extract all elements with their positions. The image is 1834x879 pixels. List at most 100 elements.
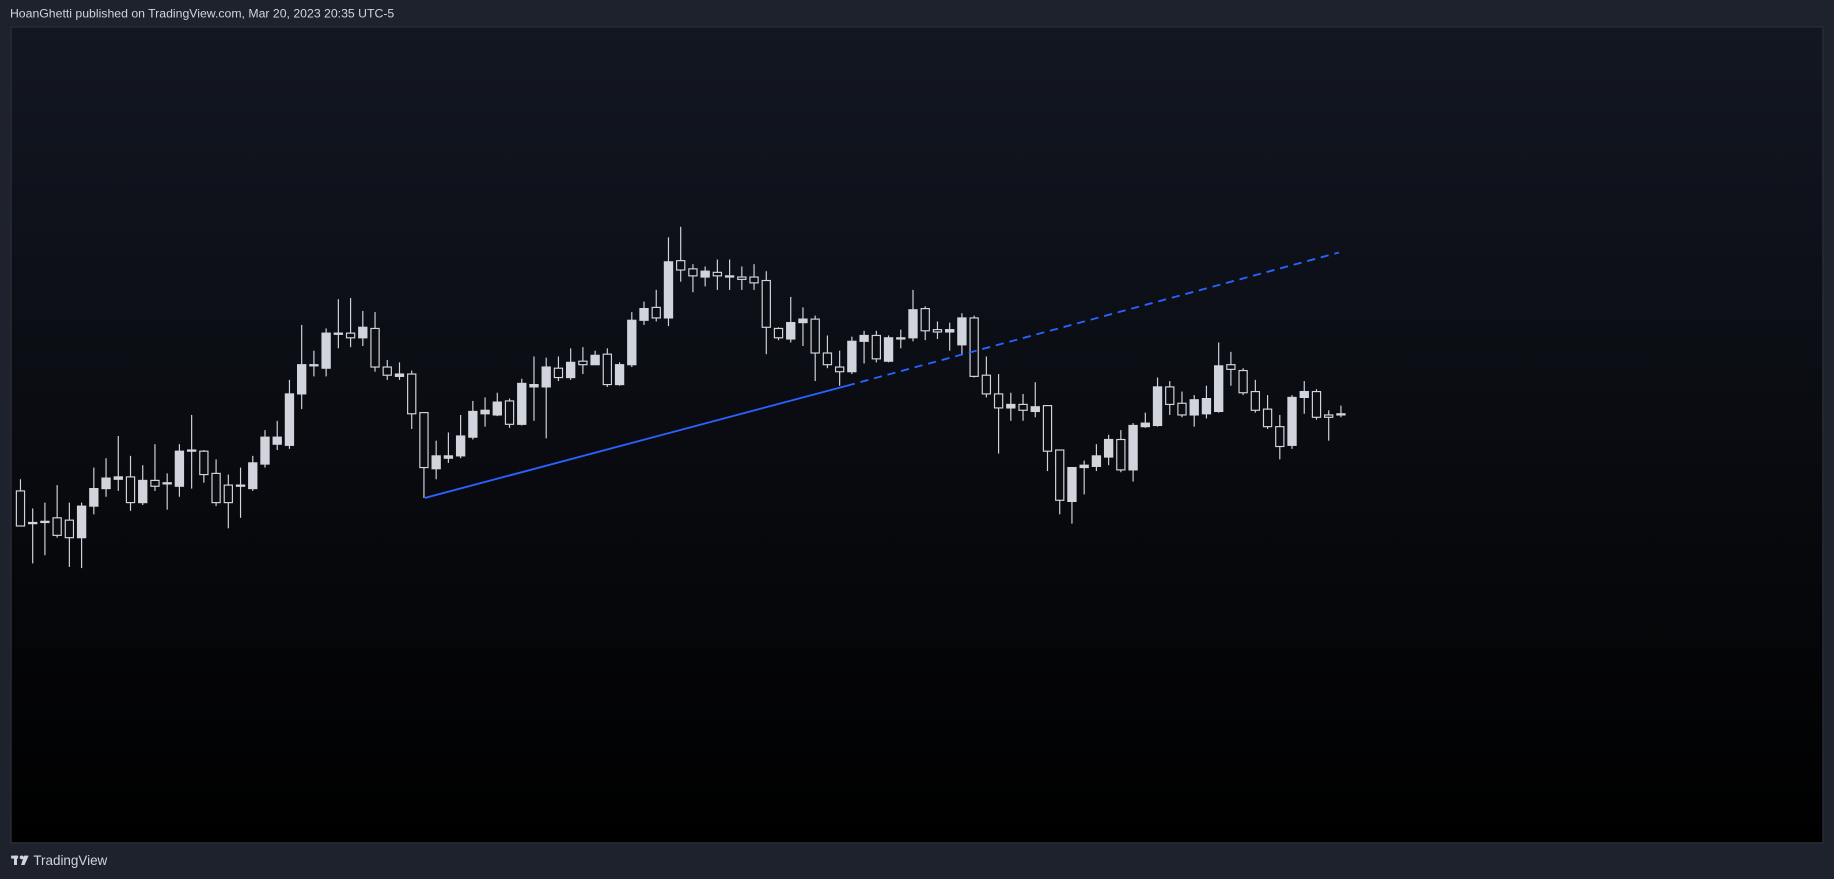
candle-body: [553, 367, 564, 379]
candle-body: [260, 436, 270, 465]
candle-body: [382, 366, 392, 376]
candle-body: [1189, 399, 1199, 416]
candle-body: [883, 337, 894, 362]
candle-body: [1299, 390, 1309, 399]
candle-body: [272, 436, 282, 445]
candle-body: [920, 308, 930, 332]
candle-body: [565, 361, 576, 379]
candles: [15, 226, 1346, 569]
candle-body: [651, 306, 661, 319]
candle-body: [1165, 386, 1175, 406]
candle-body: [663, 261, 674, 319]
candle-body: [749, 276, 759, 284]
candle-body: [101, 477, 111, 490]
candle-body: [1275, 426, 1285, 448]
candle-body: [113, 476, 123, 480]
candle-body: [1226, 364, 1236, 370]
candle-body: [443, 455, 454, 459]
candle-body: [394, 373, 405, 377]
candle-body: [859, 334, 869, 342]
candle-body: [321, 332, 331, 369]
candle-body: [993, 393, 1004, 409]
candle-body: [786, 322, 796, 340]
candle-body: [1311, 390, 1322, 418]
candle-body: [1152, 386, 1163, 427]
candle-body: [407, 373, 417, 415]
candle-body: [529, 383, 539, 388]
candle-body: [1067, 466, 1077, 503]
candle-body: [186, 449, 197, 452]
candle-body: [724, 275, 735, 278]
candle-body: [1140, 422, 1150, 428]
candle-body: [150, 479, 160, 487]
candle-body: [480, 409, 490, 415]
candle-body: [822, 352, 833, 366]
brand-logo: [11, 855, 29, 865]
candle-body: [1250, 390, 1261, 411]
candle-body: [1042, 405, 1053, 452]
candle-body: [64, 519, 75, 539]
candle-body: [431, 455, 441, 470]
candle-body: [297, 364, 307, 395]
candle-body: [896, 337, 906, 340]
candle-body: [932, 329, 943, 333]
candle-body: [1079, 464, 1089, 469]
candle-body: [1287, 396, 1297, 446]
candle-body: [248, 462, 258, 490]
candle-body: [309, 364, 319, 367]
candle-body: [1213, 365, 1224, 413]
candle-body: [162, 482, 172, 485]
candle-body: [284, 393, 295, 446]
candle-body: [199, 450, 209, 476]
candle-body: [419, 412, 429, 469]
candle-body: [1336, 413, 1346, 416]
candle-body: [370, 327, 380, 368]
publish-info: HoanGhetti published on TradingView.com,…: [10, 6, 394, 20]
candle-body: [700, 270, 710, 278]
candle-body: [834, 366, 845, 373]
candle-body: [1128, 424, 1138, 471]
chart-panel: [10, 26, 1824, 844]
brand-name: TradingView: [33, 853, 107, 868]
candle-body: [517, 382, 527, 425]
candle-body: [712, 271, 723, 277]
candle-body: [76, 505, 87, 539]
candle-body: [1006, 403, 1016, 409]
candle-body: [1055, 449, 1065, 501]
candle-body: [15, 490, 26, 527]
candle-body: [847, 340, 857, 373]
candle-body: [52, 517, 62, 536]
candle-body: [138, 479, 148, 504]
candle-body: [627, 319, 637, 366]
candle-body: [957, 317, 967, 346]
candle-body: [602, 353, 613, 386]
candle-body: [333, 332, 344, 335]
candle-body: [590, 354, 600, 366]
candle-body: [1116, 438, 1126, 471]
candle-body: [737, 276, 747, 280]
candle-body: [455, 435, 466, 457]
candle-body: [235, 484, 246, 487]
candle-body: [578, 360, 588, 366]
candle-body: [1238, 369, 1248, 394]
candle-body: [504, 400, 515, 425]
candle-body: [174, 450, 185, 487]
trend-line-extension: [846, 251, 1340, 387]
candle-body: [1177, 402, 1187, 416]
candle-body: [1091, 455, 1102, 467]
candle-body: [945, 329, 955, 333]
candle-body: [614, 364, 625, 386]
candle-body: [1201, 398, 1212, 415]
candle-body: [969, 317, 979, 377]
candle-body: [761, 279, 771, 328]
candle-body: [468, 410, 478, 438]
candle-body: [773, 327, 784, 339]
candle-body: [1018, 403, 1028, 411]
candle-body: [40, 520, 50, 524]
candle-body: [89, 488, 99, 507]
candle-body: [676, 260, 686, 271]
candle-body: [688, 268, 698, 277]
candle-body: [28, 521, 38, 525]
